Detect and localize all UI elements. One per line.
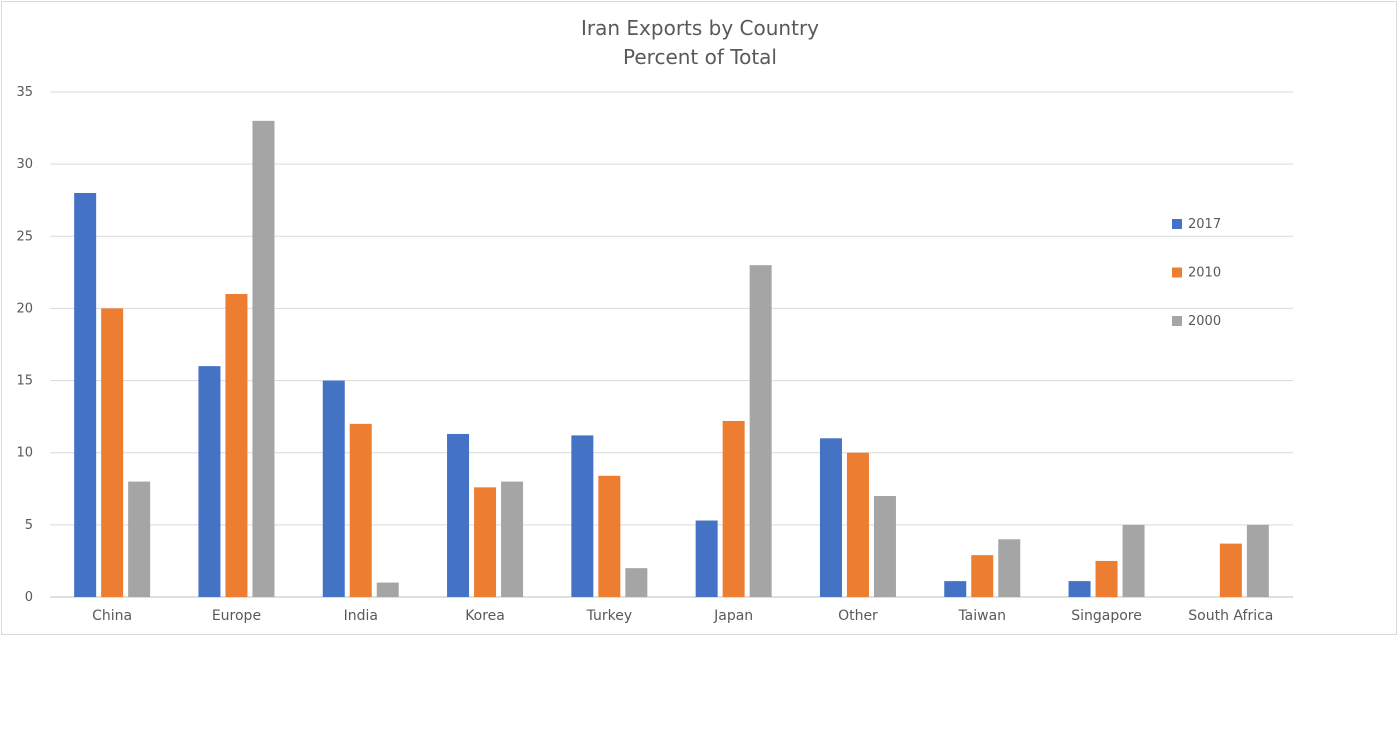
bar-2017-europe [198, 366, 221, 597]
legend-swatch-2010 [1172, 267, 1182, 278]
bar-2000-korea [501, 481, 524, 597]
bar-2010-china [101, 308, 124, 597]
bar-2010-other [846, 452, 869, 597]
y-tick-label: 35 [16, 85, 33, 100]
bar-2000-china [128, 481, 151, 597]
x-tick-label: China [92, 608, 132, 624]
y-tick-label: 5 [25, 518, 33, 533]
bar-2010-taiwan [971, 555, 994, 597]
bar-2010-south-africa [1219, 543, 1242, 597]
bar-2000-india [376, 582, 399, 597]
chart-subtitle: Percent of Total [623, 45, 777, 69]
legend: 2017 2010 2000 [1172, 217, 1221, 329]
bar-2010-turkey [598, 475, 621, 597]
bar-2010-korea [474, 487, 497, 597]
bar-2010-singapore [1095, 560, 1118, 597]
bar-2000-taiwan [998, 539, 1021, 597]
y-tick-label: 30 [16, 157, 33, 172]
bar-2000-singapore [1122, 524, 1145, 597]
y-axis-ticks: 0 5 10 15 20 25 30 35 [16, 85, 33, 605]
legend-swatch-2000 [1172, 316, 1182, 326]
bar-2017-taiwan [944, 581, 967, 597]
bar-2010-india [349, 423, 372, 597]
bar-2017-other [819, 438, 842, 597]
bar-2000-japan [749, 265, 772, 597]
y-tick-label: 25 [16, 229, 33, 244]
x-tick-label: Europe [212, 608, 261, 624]
y-tick-label: 10 [16, 446, 33, 461]
bar-2017-singapore [1068, 581, 1091, 597]
legend-label-2010: 2010 [1188, 266, 1221, 281]
x-axis-labels: China Europe India Korea Turkey Japan Other Tai… [92, 608, 1273, 624]
x-tick-label: India [344, 608, 378, 624]
legend-swatch-2017 [1172, 219, 1182, 229]
bar-2017-japan [695, 520, 718, 597]
bar-2000-other [873, 496, 896, 597]
x-tick-label: Korea [465, 608, 505, 624]
bar-2017-china [74, 193, 97, 597]
x-tick-label: Taiwan [957, 608, 1006, 624]
y-tick-label: 0 [25, 590, 33, 605]
bar-2017-india [322, 380, 345, 597]
x-tick-label: Japan [713, 608, 753, 624]
legend-label-2000: 2000 [1188, 314, 1221, 329]
chart-title: Iran Exports by Country [581, 16, 819, 40]
bar-2000-turkey [625, 568, 648, 597]
bar-2010-japan [722, 420, 745, 597]
bar-2000-south-africa [1246, 524, 1269, 597]
bars [74, 120, 1269, 597]
y-tick-label: 15 [16, 374, 33, 389]
x-tick-label: South Africa [1188, 608, 1273, 624]
bar-2017-turkey [571, 435, 594, 597]
bar-2010-europe [225, 294, 248, 597]
x-tick-label: Turkey [586, 608, 633, 624]
x-tick-label: Singapore [1071, 608, 1142, 624]
bar-2017-korea [447, 433, 470, 597]
bar-2000-europe [252, 120, 275, 597]
x-tick-label: Other [838, 608, 878, 624]
legend-label-2017: 2017 [1188, 217, 1221, 232]
y-tick-label: 20 [16, 301, 33, 316]
